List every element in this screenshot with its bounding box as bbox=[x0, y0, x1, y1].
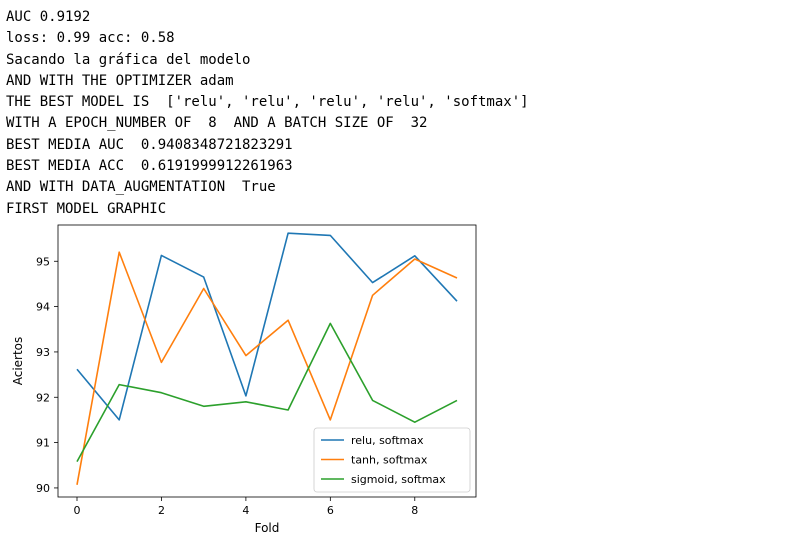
legend-label: relu, softmax bbox=[351, 434, 424, 447]
output-line: THE BEST MODEL IS ['relu', 'relu', 'relu… bbox=[6, 94, 529, 111]
output-line: FIRST MODEL GRAPHIC bbox=[6, 200, 167, 217]
series-line bbox=[76, 322, 458, 462]
output-line: AND WITH DATA_AUGMENTATION True bbox=[6, 179, 276, 196]
y-axis-ticks: 90 91 92 93 94 95 bbox=[36, 255, 58, 495]
y-tick-label: 92 bbox=[36, 391, 50, 404]
y-tick-label: 93 bbox=[36, 346, 50, 359]
x-axis-label: Fold bbox=[255, 521, 280, 535]
output-line: Sacando la gráfica del modelo bbox=[6, 51, 251, 68]
series-line bbox=[76, 251, 458, 485]
x-tick-label: 8 bbox=[411, 504, 418, 517]
fold-accuracy-chart: 0 2 4 6 8 90 91 92 93 94 95 Fold Aciertos relu, s… bbox=[11, 224, 477, 535]
output-line: AND WITH THE OPTIMIZER adam bbox=[6, 72, 234, 89]
cell-output-text: AUC 0.9192 loss: 0.99 acc: 0.58 Sacando la… bbox=[6, 7, 529, 220]
plot-frame bbox=[57, 224, 477, 498]
x-axis-ticks: 0 2 4 6 8 bbox=[74, 497, 418, 517]
y-tick-label: 94 bbox=[36, 301, 50, 314]
y-axis-label: Aciertos bbox=[11, 337, 25, 386]
y-tick-label: 90 bbox=[36, 482, 50, 495]
legend-label: sigmoid, softmax bbox=[351, 473, 446, 486]
y-tick-label: 95 bbox=[36, 255, 50, 268]
legend-label: tanh, softmax bbox=[351, 454, 428, 467]
y-tick-label: 91 bbox=[36, 437, 50, 450]
series-lines bbox=[76, 232, 458, 485]
series-line bbox=[76, 232, 458, 421]
output-line: WITH A EPOCH_NUMBER OF 8 AND A BATCH SIZ… bbox=[6, 115, 428, 132]
x-tick-label: 6 bbox=[327, 504, 334, 517]
output-line: BEST MEDIA ACC 0.6191999912261963 bbox=[6, 158, 293, 175]
legend: relu, softmax tanh, softmax sigmoid, softm… bbox=[313, 427, 471, 493]
legend-box bbox=[313, 427, 471, 493]
x-tick-label: 2 bbox=[158, 504, 165, 517]
output-line: BEST MEDIA AUC 0.9408348721823291 bbox=[6, 136, 293, 153]
x-tick-label: 0 bbox=[74, 504, 81, 517]
x-tick-label: 4 bbox=[242, 504, 249, 517]
output-line: loss: 0.99 acc: 0.58 bbox=[6, 30, 175, 47]
output-line: AUC 0.9192 bbox=[6, 9, 91, 25]
